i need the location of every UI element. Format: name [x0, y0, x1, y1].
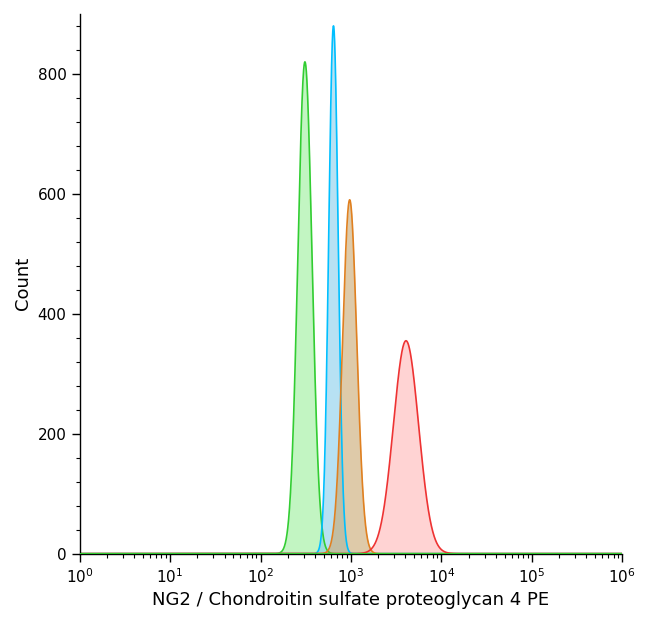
X-axis label: NG2 / Chondroitin sulfate proteoglycan 4 PE: NG2 / Chondroitin sulfate proteoglycan 4…: [152, 591, 549, 609]
Y-axis label: Count: Count: [14, 257, 32, 310]
